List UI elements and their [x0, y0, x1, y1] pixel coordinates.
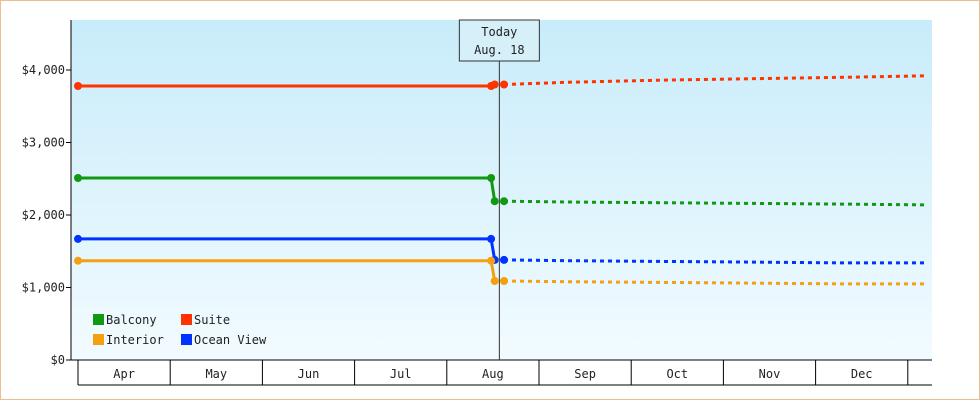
data-point [500, 277, 508, 285]
x-tick-label: Jul [390, 367, 412, 381]
x-tick-label: May [205, 367, 227, 381]
data-point [500, 255, 508, 264]
series-forecast-line [503, 199, 927, 207]
legend-item: Ocean View [181, 333, 267, 347]
series-suite [74, 74, 927, 90]
series-forecast-line [503, 258, 927, 265]
legend: Balcony Suite Interior Ocean View [93, 313, 267, 347]
series-layer [74, 74, 927, 286]
legend-item: Interior [93, 333, 164, 347]
x-tick-label: Apr [113, 367, 135, 381]
y-tick-label: $1,000 [22, 281, 65, 295]
y-tick-label: $2,000 [22, 208, 65, 222]
legend-swatch [181, 314, 192, 325]
data-point [74, 234, 82, 243]
legend-swatch [93, 334, 104, 345]
today-label: Today [481, 25, 517, 39]
data-point [74, 174, 82, 182]
legend-item: Suite [181, 313, 230, 327]
series-forecast-line [503, 74, 927, 86]
today-marker: Today Aug. 18 [458, 19, 540, 360]
data-point [490, 277, 499, 285]
data-point [500, 197, 508, 206]
x-tick-label: Sep [574, 367, 596, 381]
y-axis: $0 $1,000 $2,000 $3,000 $4,000 [22, 20, 72, 367]
legend-swatch [93, 314, 104, 325]
x-tick-label: Dec [851, 367, 873, 381]
y-tick-label: $3,000 [22, 136, 65, 150]
x-tick-label: Jun [298, 367, 320, 381]
today-label-box [458, 19, 540, 62]
series-history-line [78, 83, 496, 88]
legend-label: Suite [194, 313, 230, 327]
data-point [490, 80, 499, 89]
x-tick-label: Nov [759, 367, 781, 381]
series-forecast-line [503, 279, 927, 286]
x-tick-label: Aug [482, 367, 504, 381]
legend-label: Interior [106, 333, 164, 347]
data-point [487, 234, 496, 243]
y-tick-label: $0 [51, 353, 65, 367]
data-point [74, 256, 82, 265]
today-date: Aug. 18 [474, 43, 525, 57]
data-point [490, 197, 499, 206]
legend-label: Balcony [106, 313, 157, 327]
data-point [487, 256, 496, 265]
legend-label: Ocean View [194, 333, 267, 347]
plot-background [71, 20, 932, 360]
data-point [487, 174, 496, 182]
legend-swatch [181, 334, 192, 345]
legend-item: Balcony [93, 313, 157, 327]
x-axis: Apr May Jun Jul Aug Sep Oct Nov Dec [71, 359, 932, 386]
series-ocean-view [74, 234, 927, 265]
x-tick-label: Oct [666, 367, 688, 381]
y-tick-label: $4,000 [22, 63, 65, 77]
data-point [500, 80, 508, 89]
series-balcony [74, 174, 927, 207]
data-point [74, 82, 82, 90]
series-interior [74, 256, 927, 286]
